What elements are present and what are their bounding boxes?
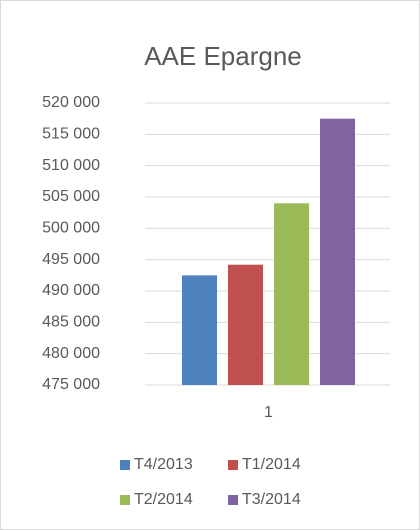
legend-label: T1/2014	[242, 456, 301, 473]
legend-label: T3/2014	[242, 491, 301, 508]
y-tick-label: 520 000	[42, 94, 100, 111]
bar	[320, 118, 355, 386]
x-tick-label: 1	[264, 404, 273, 421]
y-tick-label: 485 000	[42, 314, 100, 331]
legend-swatch	[228, 495, 238, 505]
legend-swatch	[120, 495, 130, 505]
legend-label: T4/2013	[134, 456, 193, 473]
y-tick-label: 500 000	[42, 220, 100, 237]
y-tick-label: 475 000	[42, 376, 100, 393]
bar	[228, 264, 263, 385]
y-tick-label: 505 000	[42, 188, 100, 205]
chart-title: AAE Epargne	[144, 41, 302, 71]
legend-swatch	[228, 460, 238, 470]
legend-label: T2/2014	[134, 491, 193, 508]
legend-swatch	[120, 460, 130, 470]
y-tick-label: 515 000	[42, 126, 100, 143]
y-tick-label: 480 000	[42, 345, 100, 362]
y-tick-label: 490 000	[42, 282, 100, 299]
y-tick-label: 510 000	[42, 157, 100, 174]
bar	[182, 275, 217, 385]
y-tick-label: 495 000	[42, 251, 100, 268]
bar	[274, 203, 309, 385]
